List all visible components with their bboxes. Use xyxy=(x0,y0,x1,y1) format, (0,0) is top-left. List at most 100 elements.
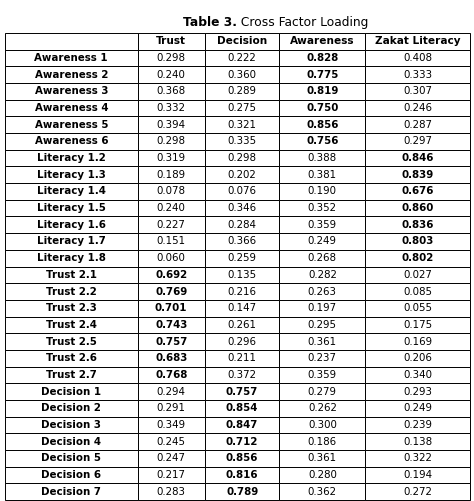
Bar xyxy=(365,300,470,317)
Text: Trust 2.6: Trust 2.6 xyxy=(46,353,97,363)
Text: Trust: Trust xyxy=(156,37,186,46)
Text: 0.279: 0.279 xyxy=(308,387,337,397)
Text: 0.245: 0.245 xyxy=(157,437,186,446)
Bar xyxy=(5,100,137,116)
Bar xyxy=(137,100,205,116)
Text: Awareness 2: Awareness 2 xyxy=(35,70,108,80)
Text: Awareness 6: Awareness 6 xyxy=(35,136,108,146)
Text: Cross Factor Loading: Cross Factor Loading xyxy=(237,16,368,29)
Bar xyxy=(279,350,365,367)
Bar xyxy=(137,166,205,183)
Bar xyxy=(365,317,470,333)
Text: Decision 1: Decision 1 xyxy=(41,387,101,397)
Bar xyxy=(5,50,137,66)
Text: 0.750: 0.750 xyxy=(306,103,338,113)
Bar xyxy=(137,233,205,250)
Bar xyxy=(137,350,205,367)
Text: 0.217: 0.217 xyxy=(157,470,186,480)
Bar xyxy=(205,350,279,367)
Bar xyxy=(205,100,279,116)
Bar xyxy=(205,133,279,150)
Text: 0.272: 0.272 xyxy=(403,486,432,496)
Bar xyxy=(137,267,205,283)
Text: 0.175: 0.175 xyxy=(403,320,432,330)
Text: 0.803: 0.803 xyxy=(401,236,434,246)
Bar xyxy=(279,133,365,150)
Bar xyxy=(279,83,365,100)
Bar xyxy=(5,267,137,283)
Bar xyxy=(365,183,470,200)
Text: 0.055: 0.055 xyxy=(403,303,432,313)
Text: Literacy 1.6: Literacy 1.6 xyxy=(37,220,106,230)
Bar xyxy=(365,400,470,417)
Text: 0.307: 0.307 xyxy=(403,86,432,96)
Bar xyxy=(5,417,137,433)
Bar xyxy=(205,417,279,433)
Text: 0.847: 0.847 xyxy=(226,420,258,430)
Text: Literacy 1.8: Literacy 1.8 xyxy=(37,253,106,263)
Text: Zakat Literacy: Zakat Literacy xyxy=(375,37,461,46)
Text: 0.322: 0.322 xyxy=(403,453,432,463)
Bar xyxy=(205,116,279,133)
Text: 0.237: 0.237 xyxy=(308,353,337,363)
Bar xyxy=(5,300,137,317)
Text: 0.769: 0.769 xyxy=(155,287,187,297)
Bar xyxy=(205,200,279,216)
Text: 0.756: 0.756 xyxy=(306,136,338,146)
Bar xyxy=(365,133,470,150)
Bar xyxy=(365,116,470,133)
Bar xyxy=(137,433,205,450)
Text: Decision 2: Decision 2 xyxy=(41,403,101,413)
Text: 0.828: 0.828 xyxy=(306,53,338,63)
Text: 0.239: 0.239 xyxy=(403,420,432,430)
Bar xyxy=(365,283,470,300)
Bar xyxy=(5,133,137,150)
Bar xyxy=(205,83,279,100)
Text: 0.359: 0.359 xyxy=(308,370,337,380)
Text: Trust 2.2: Trust 2.2 xyxy=(46,287,97,297)
Text: 0.282: 0.282 xyxy=(308,270,337,280)
Text: 0.135: 0.135 xyxy=(228,270,257,280)
Text: Trust 2.1: Trust 2.1 xyxy=(46,270,97,280)
Text: 0.757: 0.757 xyxy=(226,387,258,397)
Text: Decision: Decision xyxy=(217,37,267,46)
Bar xyxy=(137,216,205,233)
Bar xyxy=(5,66,137,83)
Bar xyxy=(205,433,279,450)
Bar xyxy=(137,33,205,50)
Text: 0.247: 0.247 xyxy=(157,453,186,463)
Text: Table 3.: Table 3. xyxy=(183,16,237,29)
Text: Trust 2.4: Trust 2.4 xyxy=(46,320,97,330)
Bar xyxy=(137,400,205,417)
Text: 0.222: 0.222 xyxy=(228,53,256,63)
Text: 0.816: 0.816 xyxy=(226,470,258,480)
Bar xyxy=(137,200,205,216)
Bar xyxy=(205,450,279,466)
Text: 0.287: 0.287 xyxy=(403,120,432,130)
Text: 0.692: 0.692 xyxy=(155,270,187,280)
Bar xyxy=(279,150,365,166)
Bar xyxy=(279,33,365,50)
Bar xyxy=(279,66,365,83)
Bar xyxy=(137,367,205,383)
Bar xyxy=(5,317,137,333)
Text: 0.360: 0.360 xyxy=(228,70,256,80)
Bar xyxy=(5,283,137,300)
Text: 0.388: 0.388 xyxy=(308,153,337,163)
Bar xyxy=(279,300,365,317)
Bar xyxy=(279,317,365,333)
Text: Awareness 1: Awareness 1 xyxy=(35,53,108,63)
Text: 0.291: 0.291 xyxy=(157,403,186,413)
Text: 0.085: 0.085 xyxy=(403,287,432,297)
Text: Decision 3: Decision 3 xyxy=(41,420,101,430)
Bar xyxy=(205,183,279,200)
Bar xyxy=(365,333,470,350)
Text: 0.408: 0.408 xyxy=(403,53,432,63)
Bar xyxy=(279,367,365,383)
Text: 0.294: 0.294 xyxy=(157,387,186,397)
Text: 0.321: 0.321 xyxy=(228,120,256,130)
Bar xyxy=(205,333,279,350)
Bar xyxy=(365,66,470,83)
Text: Literacy 1.4: Literacy 1.4 xyxy=(37,186,106,196)
Bar xyxy=(5,450,137,466)
